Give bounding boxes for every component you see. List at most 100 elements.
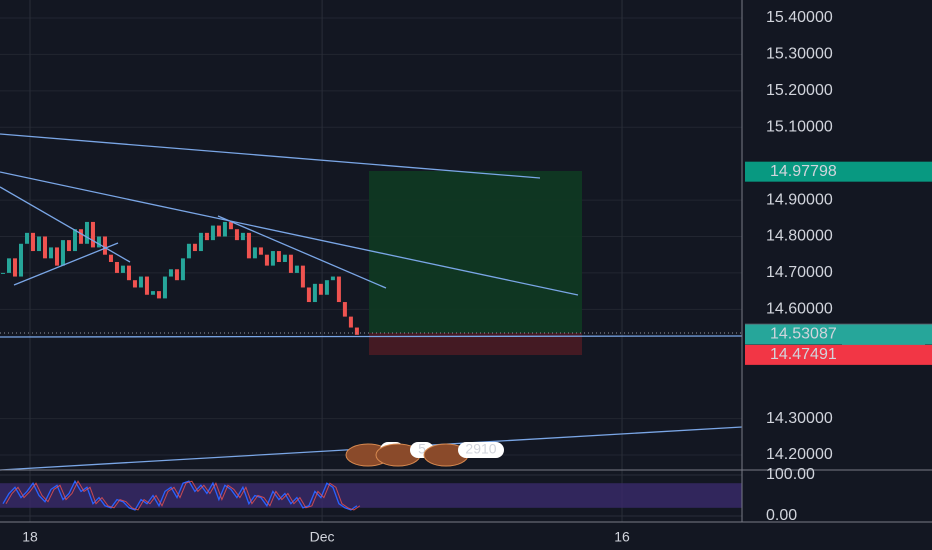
y-tick-label: 14.90000: [766, 191, 833, 208]
candle: [48, 247, 53, 259]
candle: [102, 236, 107, 255]
trend-line: [13, 242, 119, 286]
drawings: [0, 133, 743, 471]
trend-line: [0, 133, 541, 179]
candle: [138, 276, 143, 288]
candle: [36, 236, 41, 252]
oscillator-signal: [5, 480, 361, 511]
price-marker: [745, 161, 932, 182]
candle: [84, 221, 89, 244]
candle: [216, 225, 221, 237]
candle: [300, 265, 305, 288]
candle: [258, 247, 263, 255]
candle: [204, 232, 209, 241]
candle: [144, 276, 149, 295]
candle: [180, 258, 185, 281]
y-tick-label: 14.60000: [766, 301, 833, 318]
price-marker: [745, 344, 932, 365]
candle: [150, 291, 155, 295]
trend-line: [217, 215, 387, 289]
y-tick-label: 14.70000: [766, 264, 833, 281]
candle: [174, 269, 179, 281]
candle: [348, 316, 353, 328]
y-tick-label: 15.10000: [766, 118, 833, 135]
price-marker: [745, 324, 932, 345]
candle: [0, 272, 5, 274]
oscillator-band: [0, 483, 742, 508]
candle: [354, 327, 359, 335]
candle: [264, 254, 269, 266]
candle: [306, 287, 311, 303]
events: 252910: [345, 441, 504, 467]
candle: [30, 232, 35, 252]
oscillator-tick-label: 100.00: [766, 466, 815, 483]
price-marker-label: 14.53087: [770, 326, 837, 343]
y-tick-label: 15.30000: [766, 46, 833, 63]
y-tick-label: 14.30000: [766, 410, 833, 427]
price-marker-label: 14.47491: [770, 346, 837, 363]
candle: [156, 291, 161, 299]
candle: [60, 240, 65, 266]
event-label: 2910: [465, 441, 496, 457]
candle: [198, 232, 203, 252]
event-label: 5: [418, 441, 426, 457]
candle: [126, 265, 131, 281]
candle: [318, 283, 323, 295]
horizontal-line: [0, 335, 743, 338]
candle: [96, 236, 101, 248]
candle: [114, 261, 119, 273]
oscillator: [0, 474, 742, 517]
candle: [42, 236, 47, 259]
candle: [324, 280, 329, 295]
candle: [78, 229, 83, 244]
candle: [288, 254, 293, 273]
candle: [168, 269, 173, 277]
y-tick-label: 15.20000: [766, 82, 833, 99]
x-tick-label: Dec: [310, 529, 335, 545]
candle: [222, 221, 227, 237]
candle: [108, 254, 113, 262]
candle: [192, 243, 197, 252]
axis-labels: 15.40000 15.30000 15.20000 15.10000 14.90000…: [22, 9, 932, 545]
candle: [282, 254, 287, 262]
candle: [72, 229, 77, 252]
candle: [66, 240, 71, 252]
candle: [228, 221, 233, 230]
candle: [54, 247, 59, 266]
candle: [330, 276, 335, 281]
price-marker-label: 14.97798: [770, 163, 837, 180]
y-tick-label: 14.80000: [766, 228, 833, 245]
x-tick-label: 18: [22, 529, 38, 545]
candle: [294, 265, 299, 273]
x-tick-label: 16: [614, 529, 630, 545]
profit-zone: [369, 171, 582, 333]
candle: [270, 251, 275, 266]
candle: [90, 221, 95, 248]
candle: [18, 243, 23, 277]
candle: [132, 280, 137, 288]
candle: [120, 265, 125, 273]
candle: [342, 302, 347, 317]
loss-zone: [369, 333, 582, 355]
candle: [240, 232, 245, 241]
candle: [252, 247, 257, 259]
candle: [336, 276, 341, 303]
candle: [312, 283, 317, 303]
candle: [210, 225, 215, 241]
candle: [24, 232, 29, 244]
y-tick-label: 15.40000: [766, 9, 833, 26]
candle: [234, 229, 239, 241]
candle: [12, 258, 17, 277]
oscillator-tick-label: 0.00: [766, 507, 797, 524]
candles: [0, 221, 359, 335]
candle: [246, 232, 251, 259]
candle: [162, 276, 167, 299]
event-badge: [458, 442, 504, 458]
candle: [276, 251, 281, 262]
trend-line: [0, 186, 131, 263]
trend-line: [0, 171, 579, 296]
candle: [186, 243, 191, 259]
y-tick-label: 14.20000: [766, 446, 833, 463]
